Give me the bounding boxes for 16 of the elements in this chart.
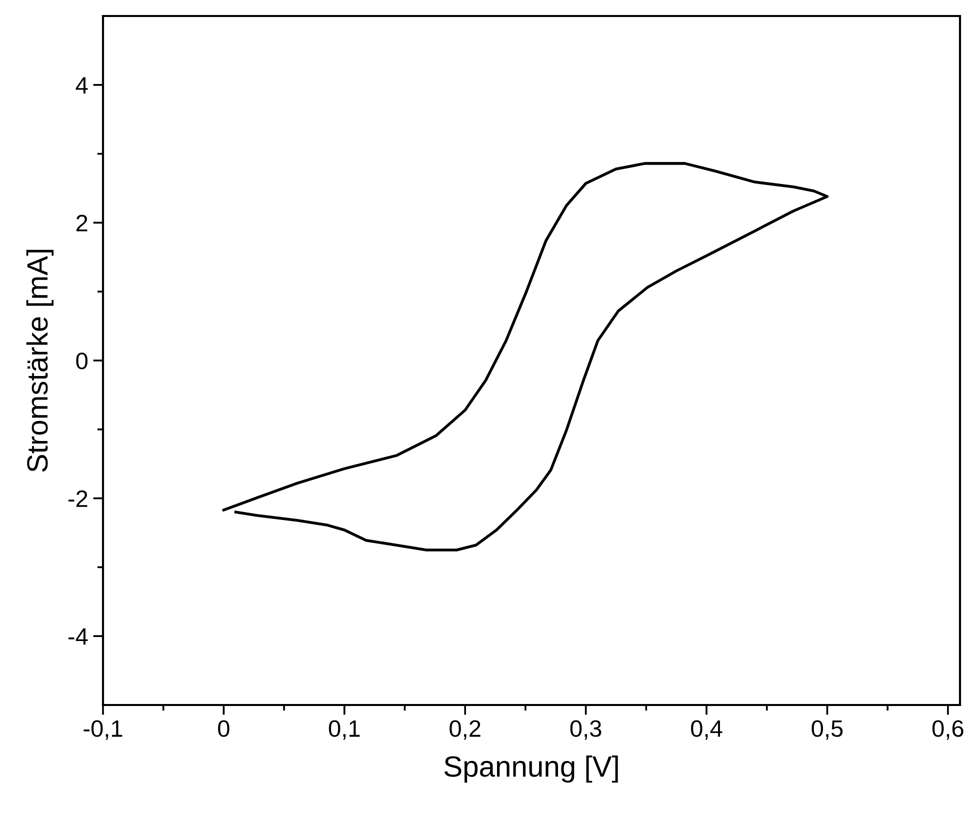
x-tick-label: 0,4 xyxy=(691,720,722,740)
x-tick-label: 0,5 xyxy=(812,720,843,740)
x-axis-title: Spannung [V] xyxy=(444,755,618,783)
x-tick-label: 0,6 xyxy=(932,720,964,740)
y-tick-label: -4 xyxy=(68,628,88,645)
y-axis-title: Stromstärke [mA] xyxy=(26,250,54,472)
x-tick-label: 0,1 xyxy=(328,720,360,740)
x-tick-label: 0,3 xyxy=(570,720,602,740)
y-tick-label: 2 xyxy=(76,214,88,232)
line-series xyxy=(222,162,829,552)
y-tick-label: 0 xyxy=(76,352,88,370)
y-tick-label: 4 xyxy=(76,77,88,94)
x-tick-label: 0 xyxy=(218,720,230,737)
x-tick-label: 0,2 xyxy=(450,720,480,740)
x-tick-label: -0,1 xyxy=(84,720,122,740)
y-tick-label: -2 xyxy=(68,490,88,507)
